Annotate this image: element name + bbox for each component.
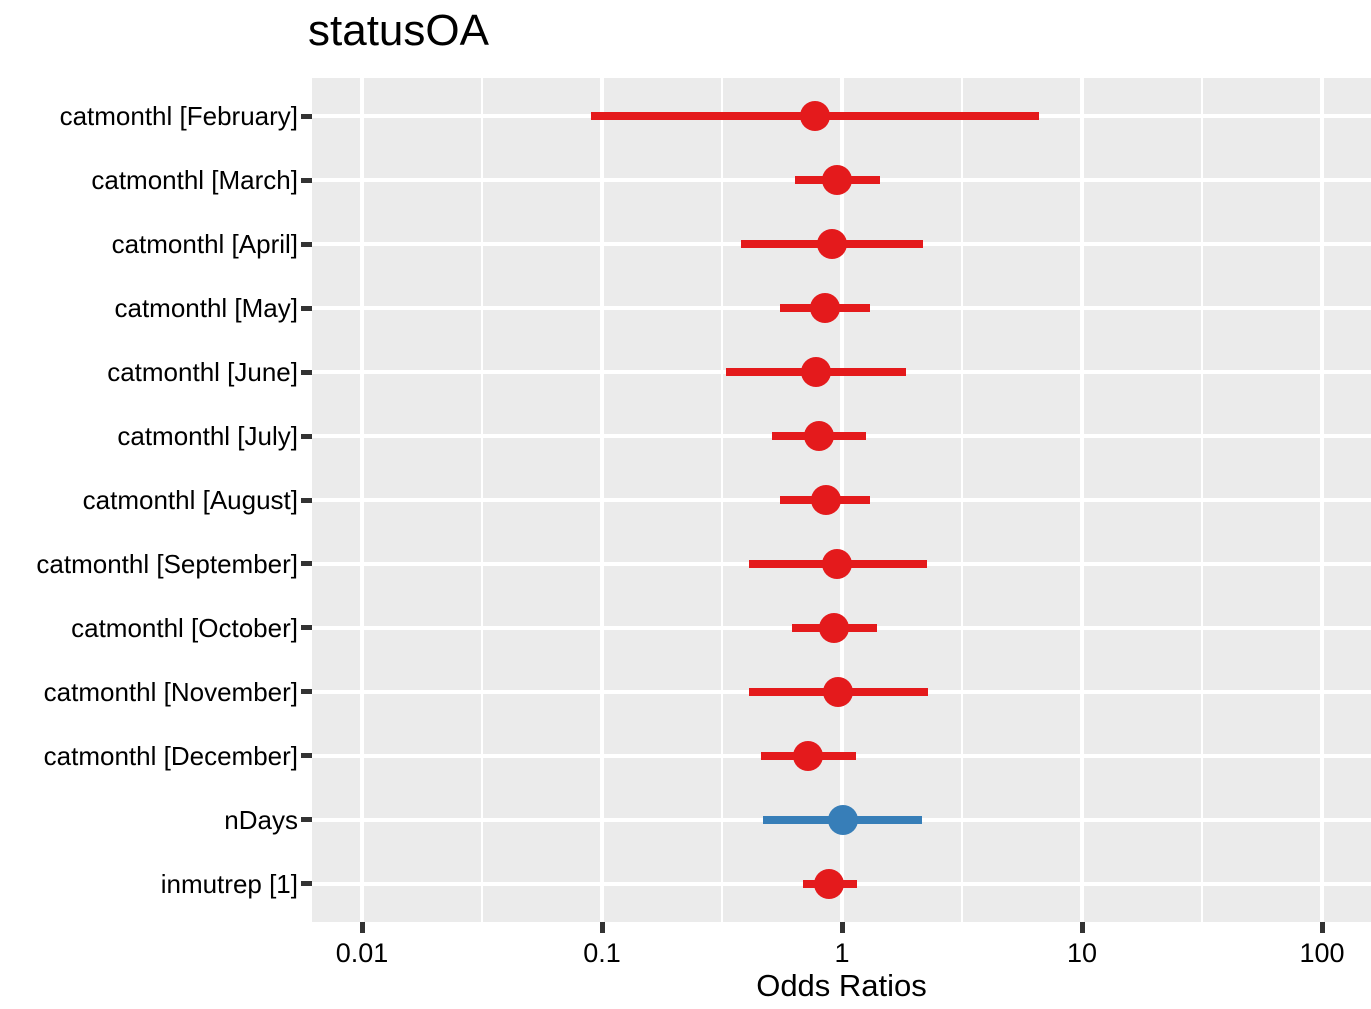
y-tick-mark xyxy=(301,305,312,311)
estimate-point xyxy=(813,868,844,899)
y-tick-mark xyxy=(301,881,312,887)
x-tick-label: 0.1 xyxy=(583,938,621,968)
x-tick-mark xyxy=(359,922,365,933)
x-tick-mark xyxy=(1079,922,1085,933)
y-axis-label: catmonthl [March] xyxy=(91,165,298,196)
y-axis-label: catmonthl [September] xyxy=(36,548,298,579)
x-tick-mark xyxy=(839,922,845,933)
y-tick-mark xyxy=(301,433,312,439)
estimate-point xyxy=(819,612,850,643)
y-tick-mark xyxy=(301,753,312,759)
estimate-point xyxy=(792,740,823,771)
x-axis-title: Odds Ratios xyxy=(756,968,927,1003)
estimate-point xyxy=(828,804,859,835)
plot-panel xyxy=(312,78,1371,922)
estimate-point xyxy=(822,676,853,707)
y-axis-label: catmonthl [February] xyxy=(59,101,298,132)
y-axis-label: catmonthl [October] xyxy=(71,612,298,643)
x-tick-mark xyxy=(599,922,605,933)
y-axis-label: catmonthl [May] xyxy=(114,293,298,324)
estimate-point xyxy=(821,165,852,196)
chart-title: statusOA xyxy=(308,6,489,55)
estimate-point xyxy=(799,101,830,132)
y-axis-label: catmonthl [November] xyxy=(43,676,298,707)
x-tick-label: 10 xyxy=(1066,938,1098,968)
estimate-point xyxy=(821,548,852,579)
x-tick-label: 100 xyxy=(1299,938,1345,968)
estimate-point xyxy=(803,421,834,452)
y-tick-mark xyxy=(301,561,312,567)
estimate-point xyxy=(810,293,841,324)
estimate-point xyxy=(811,485,842,515)
x-tick-label: 0.01 xyxy=(335,938,389,968)
estimate-point xyxy=(817,229,848,260)
y-tick-mark xyxy=(301,497,312,503)
y-axis-label: catmonthl [July] xyxy=(117,421,298,452)
y-tick-mark xyxy=(301,625,312,631)
y-axis-label: catmonthl [August] xyxy=(82,485,298,515)
y-axis-label: catmonthl [April] xyxy=(111,229,298,260)
y-axis-label: inmutrep [1] xyxy=(160,868,298,899)
y-axis-label: catmonthl [December] xyxy=(43,740,298,771)
x-tick-mark xyxy=(1319,922,1325,933)
y-tick-mark xyxy=(301,113,312,119)
y-tick-mark xyxy=(301,177,312,183)
y-tick-mark xyxy=(301,369,312,375)
x-tick-label: 1 xyxy=(834,938,850,968)
y-tick-mark xyxy=(301,817,312,823)
y-axis-label: catmonthl [June] xyxy=(107,357,298,388)
y-tick-mark xyxy=(301,689,312,695)
y-axis-label: nDays xyxy=(224,804,298,835)
y-tick-mark xyxy=(301,241,312,247)
estimate-point xyxy=(801,357,832,388)
